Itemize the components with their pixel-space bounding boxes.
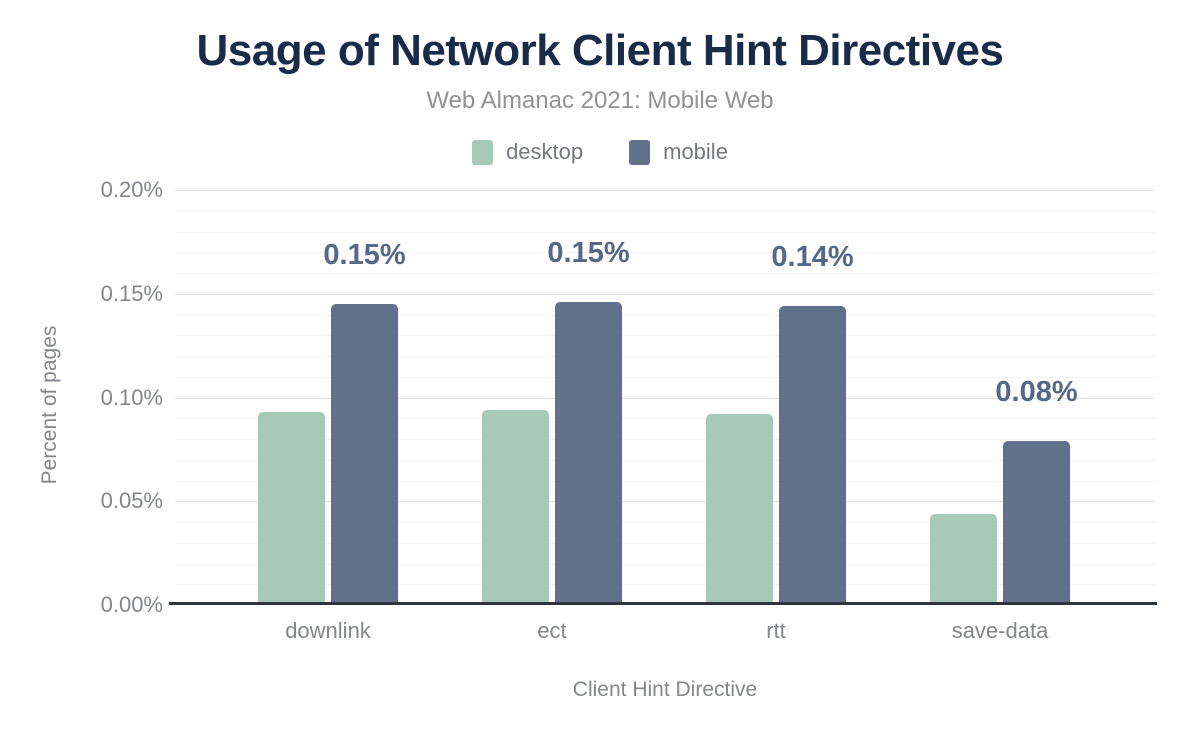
y-tick-label: 0.20%: [100, 177, 163, 202]
bar-mobile-save-data[interactable]: [1003, 441, 1070, 605]
gridline-minor: [175, 459, 1155, 461]
chart-title: Usage of Network Client Hint Directives: [196, 26, 1004, 75]
bar-mobile-downlink[interactable]: [331, 304, 398, 605]
gridline-major: [175, 190, 1155, 191]
gridline-minor: [175, 252, 1155, 254]
legend-label-desktop: desktop: [506, 139, 584, 164]
x-tick-label: downlink: [285, 618, 371, 643]
bar-value-label: 0.08%: [995, 376, 1078, 408]
gridline-minor: [175, 480, 1155, 482]
x-axis-line: [169, 602, 1157, 605]
gridline-minor: [175, 356, 1155, 357]
legend-label-mobile: mobile: [663, 139, 728, 164]
plot-area: 0.00% 0.05% 0.10% 0.15% 0.20% 0.15% downlink 0.…: [101, 179, 1157, 643]
bar-mobile-ect[interactable]: [555, 302, 622, 605]
y-tick-label: 0.05%: [100, 488, 163, 514]
bar-desktop-rtt[interactable]: [706, 414, 773, 605]
gridline-minor: [175, 439, 1155, 440]
bar-mobile-rtt[interactable]: [779, 306, 846, 605]
y-tick-label: 0.15%: [100, 280, 163, 306]
bar-desktop-save-data[interactable]: [930, 514, 997, 605]
gridline-major: [175, 501, 1155, 503]
y-tick-label: 0.00%: [100, 592, 163, 617]
bar-desktop-downlink[interactable]: [258, 412, 325, 605]
gridline-minor: [175, 314, 1155, 316]
bar-desktop-ect[interactable]: [482, 410, 549, 605]
chart-subtitle: Web Almanac 2021: Mobile Web: [426, 87, 774, 114]
x-tick-label: rtt: [766, 618, 786, 643]
legend-item-desktop: desktop: [472, 139, 583, 165]
x-axis-title: Client Hint Directive: [572, 678, 758, 701]
gridline-minor: [175, 563, 1155, 565]
y-tick-label: 0.10%: [100, 384, 163, 410]
gridline-minor: [175, 522, 1155, 523]
x-tick-label: save-data: [951, 618, 1049, 643]
bar-value-label: 0.15%: [323, 239, 406, 271]
gridline-minor: [175, 273, 1155, 274]
bar-value-label: 0.14%: [771, 241, 854, 273]
x-tick-label: ect: [537, 618, 567, 643]
legend-swatch-desktop: [472, 139, 494, 165]
legend: desktop mobile: [0, 139, 1200, 165]
gridline-major: [175, 397, 1155, 399]
gridline-minor: [175, 231, 1155, 233]
gridline-minor: [175, 376, 1155, 378]
gridline-minor: [175, 335, 1155, 337]
gridline-major: [175, 293, 1155, 295]
legend-swatch-mobile: [629, 139, 651, 165]
gridline-minor: [175, 584, 1155, 586]
bar-value-label: 0.15%: [547, 237, 630, 269]
legend-item-mobile: mobile: [629, 139, 728, 165]
gridline-minor: [175, 542, 1155, 544]
gridline-minor: [175, 210, 1155, 212]
gridline-minor: [175, 418, 1155, 420]
